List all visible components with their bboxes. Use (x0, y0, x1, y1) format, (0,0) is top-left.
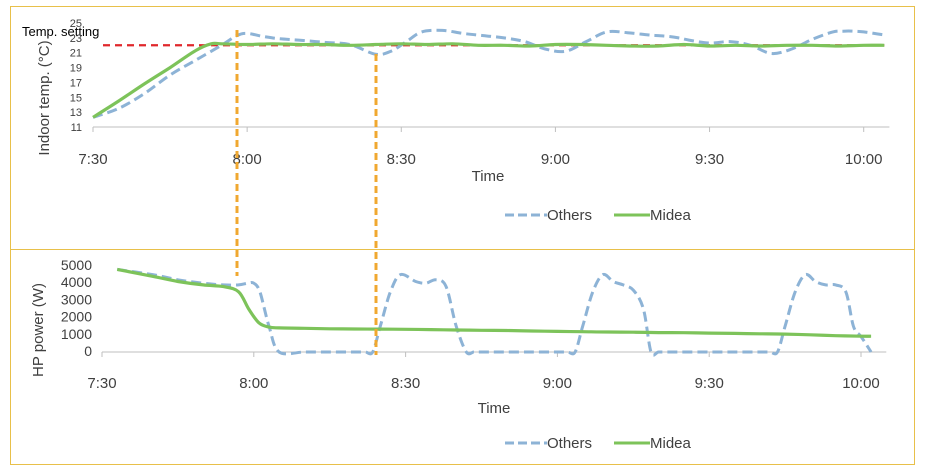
x-tick-label-top: 9:00 (541, 151, 570, 168)
x-tick-label-bottom: 9:00 (543, 375, 572, 392)
x-tick-label-bottom: 7:30 (87, 375, 116, 392)
y-tick-label-top: 17 (70, 77, 82, 89)
temperature-chart: Temp. setting Indoor temp. (°C) Time 11 1… (22, 18, 890, 185)
y-tick-label-top: 19 (70, 63, 82, 75)
y-tick-label-top: 23 (70, 33, 82, 45)
x-tick-label-top: 9:30 (695, 151, 724, 168)
x-axis-label-top: Time (472, 168, 505, 185)
y-tick-label-bottom: 2000 (61, 309, 92, 325)
x-tick-label-top: 7:30 (78, 151, 107, 168)
series-line-others-bottom (116, 267, 873, 357)
x-tick-label-bottom: 9:30 (695, 375, 724, 392)
transition-markers (235, 30, 378, 355)
series-line-midea-top (92, 41, 885, 119)
y-tick-label-top: 21 (70, 48, 82, 60)
x-tick-label-bottom: 8:00 (239, 375, 268, 392)
x-tick-label-top: 8:30 (387, 151, 416, 168)
legend-label-others: Others (547, 207, 592, 224)
power-chart-panel (10, 249, 915, 465)
x-tick-label-top: 8:00 (233, 151, 262, 168)
x-tick-label-bottom: 8:30 (391, 375, 420, 392)
legend-label-midea: Midea (650, 435, 692, 452)
y-axis-label-temperature: Indoor temp. (°C) (36, 40, 53, 155)
y-tick-label-bottom: 5000 (61, 257, 92, 273)
x-tick-label-top: 10:00 (845, 151, 883, 168)
y-tick-label-bottom: 1000 (61, 326, 92, 342)
y-tick-label-bottom: 0 (84, 343, 92, 359)
y-tick-label-top: 25 (70, 18, 82, 30)
legend-label-midea: Midea (650, 207, 692, 224)
y-tick-label-top: 15 (70, 92, 82, 104)
x-axis-label-bottom: Time (478, 400, 511, 417)
y-tick-label-bottom: 3000 (61, 291, 92, 307)
temp-setting-annotation: Temp. setting (22, 24, 99, 39)
x-tick-label-bottom: 10:00 (842, 375, 880, 392)
series-line-midea-bottom (116, 267, 872, 338)
y-axis-label-power: HP power (W) (30, 283, 47, 377)
y-tick-label-top: 11 (71, 122, 82, 134)
y-tick-label-bottom: 4000 (61, 274, 92, 290)
y-tick-label-top: 13 (70, 107, 82, 119)
legends: Others Midea Others Midea (505, 207, 692, 452)
legend-label-others: Others (547, 435, 592, 452)
